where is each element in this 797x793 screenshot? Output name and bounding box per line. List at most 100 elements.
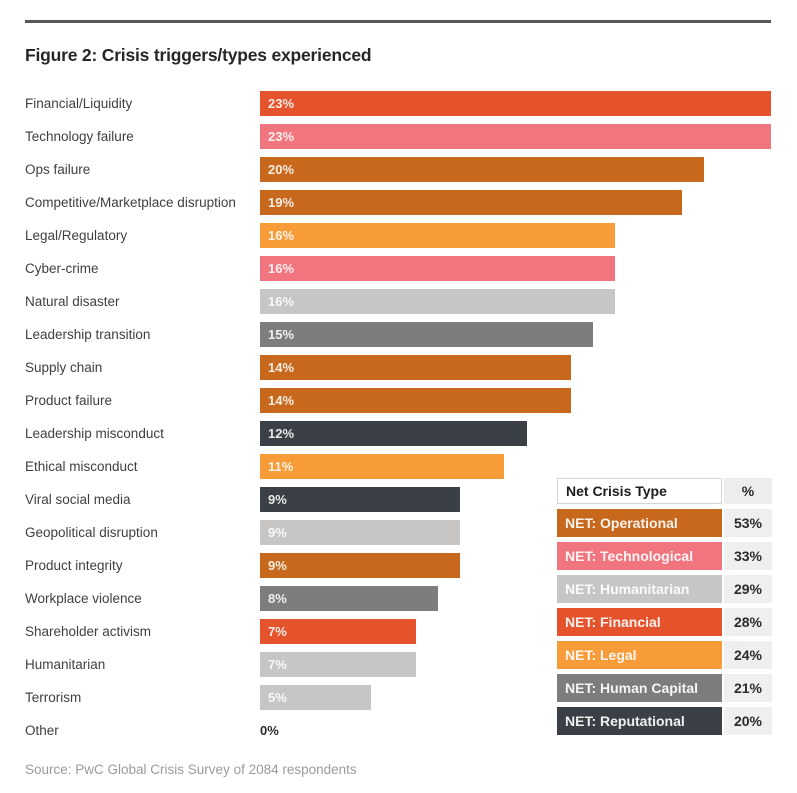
- chart-row: Ops failure 20%: [25, 153, 771, 186]
- bar: 16%: [260, 223, 616, 248]
- net-crisis-type-table: Net Crisis Type % NET: Operational 53% NET…: [557, 478, 772, 740]
- bar-track: 14%: [260, 388, 771, 413]
- category-label: Ethical misconduct: [25, 459, 138, 474]
- figure-title: Figure 2: Crisis triggers/types experien…: [25, 44, 372, 65]
- net-table-row: NET: Humanitarian 29%: [557, 575, 772, 603]
- bar-value-label: 23%: [268, 129, 295, 144]
- bar: 16%: [260, 256, 616, 281]
- source-note: Source: PwC Global Crisis Survey of 2084…: [25, 762, 357, 777]
- bar: 12%: [260, 421, 527, 446]
- chart-row: Shareholder activism 7%: [25, 615, 771, 648]
- bar-track: 19%: [260, 190, 771, 215]
- bar-track: 23%: [260, 91, 771, 116]
- category-label: Workplace violence: [25, 591, 142, 606]
- chart-row: Product integrity 9%: [25, 549, 771, 582]
- net-table-row-value: 33%: [724, 542, 772, 570]
- category-label: Financial/Liquidity: [25, 96, 133, 111]
- bar-value-label: 14%: [268, 360, 295, 375]
- net-table-row-label: NET: Technological: [557, 542, 722, 570]
- bar: 9%: [260, 553, 460, 578]
- net-table-header-pct: %: [724, 478, 772, 504]
- bar: 16%: [260, 289, 616, 314]
- bar: 15%: [260, 322, 594, 347]
- chart-row: Ethical misconduct 11%: [25, 450, 771, 483]
- category-label: Product integrity: [25, 558, 123, 573]
- net-table-row-value: 53%: [724, 509, 772, 537]
- category-label: Supply chain: [25, 360, 103, 375]
- bar-value-label: 16%: [268, 294, 295, 309]
- bar-value-label: 7%: [268, 624, 287, 639]
- bar-value-label: 19%: [268, 195, 295, 210]
- net-table-row-value: 24%: [724, 641, 772, 669]
- net-table-row-value: 20%: [724, 707, 772, 735]
- category-label: Terrorism: [25, 690, 82, 705]
- net-table-row-label: NET: Reputational: [557, 707, 722, 735]
- net-table-row-label: NET: Operational: [557, 509, 722, 537]
- bar-track: 9%: [260, 487, 771, 512]
- chart-row: Legal/Regulatory 16%: [25, 219, 771, 252]
- chart-row: Natural disaster 16%: [25, 285, 771, 318]
- chart-row: Workplace violence 8%: [25, 582, 771, 615]
- chart-row: Leadership misconduct 12%: [25, 417, 771, 450]
- header-divider: [25, 20, 771, 23]
- bar-value-label: 8%: [268, 591, 287, 606]
- category-label: Leadership transition: [25, 327, 151, 342]
- bar-track: 9%: [260, 520, 771, 545]
- bar-value-label: 20%: [268, 162, 295, 177]
- bar-value-label: 16%: [268, 261, 295, 276]
- category-label: Other: [25, 723, 59, 738]
- chart-row: Other 0%: [25, 714, 771, 747]
- bar-value-label: 9%: [268, 492, 287, 507]
- chart-row: Geopolitical disruption 9%: [25, 516, 771, 549]
- bar: 7%: [260, 652, 416, 677]
- bar-track: 14%: [260, 355, 771, 380]
- net-table-row: NET: Reputational 20%: [557, 707, 772, 735]
- bar-track: 9%: [260, 553, 771, 578]
- net-table-row: NET: Technological 33%: [557, 542, 772, 570]
- net-table-row: NET: Human Capital 21%: [557, 674, 772, 702]
- bar: 11%: [260, 454, 505, 479]
- bar-track: 16%: [260, 223, 771, 248]
- chart-row: Financial/Liquidity 23%: [25, 87, 771, 120]
- net-table-row: NET: Legal 24%: [557, 641, 772, 669]
- bar-value-label: 7%: [268, 657, 287, 672]
- bar: 14%: [260, 388, 572, 413]
- chart-row: Supply chain 14%: [25, 351, 771, 384]
- bar-value-label: 5%: [268, 690, 287, 705]
- bar: 9%: [260, 520, 460, 545]
- bar-track: 23%: [260, 124, 771, 149]
- bar: 20%: [260, 157, 705, 182]
- net-table-header-name: Net Crisis Type: [557, 478, 722, 504]
- bar-value-label: 12%: [268, 426, 295, 441]
- net-table-row-label: NET: Human Capital: [557, 674, 722, 702]
- bar-value-label: 9%: [268, 558, 287, 573]
- bar-value-label: 23%: [268, 96, 295, 111]
- category-label: Product failure: [25, 393, 113, 408]
- bar-track: 8%: [260, 586, 771, 611]
- net-table-row: NET: Operational 53%: [557, 509, 772, 537]
- bar: 7%: [260, 619, 416, 644]
- bar-track: 0%: [260, 718, 771, 743]
- bar-track: 7%: [260, 652, 771, 677]
- bar-value-label: 0%: [260, 723, 279, 738]
- bar-track: 12%: [260, 421, 771, 446]
- bar: 9%: [260, 487, 460, 512]
- net-table-row-label: NET: Financial: [557, 608, 722, 636]
- chart-row: Cyber-crime 16%: [25, 252, 771, 285]
- bar-value-label: 9%: [268, 525, 287, 540]
- bar: 5%: [260, 685, 372, 710]
- net-table-header-row: Net Crisis Type %: [557, 478, 772, 504]
- bar-value-label: 14%: [268, 393, 295, 408]
- chart-row: Viral social media 9%: [25, 483, 771, 516]
- category-label: Competitive/Marketplace disruption: [25, 195, 236, 210]
- chart-row: Humanitarian 7%: [25, 648, 771, 681]
- net-table-row-value: 28%: [724, 608, 772, 636]
- chart-row: Terrorism 5%: [25, 681, 771, 714]
- category-label: Natural disaster: [25, 294, 120, 309]
- category-label: Humanitarian: [25, 657, 106, 672]
- chart-row: Product failure 14%: [25, 384, 771, 417]
- bar: 23%: [260, 124, 771, 149]
- bar-track: 5%: [260, 685, 771, 710]
- bar-track: 16%: [260, 256, 771, 281]
